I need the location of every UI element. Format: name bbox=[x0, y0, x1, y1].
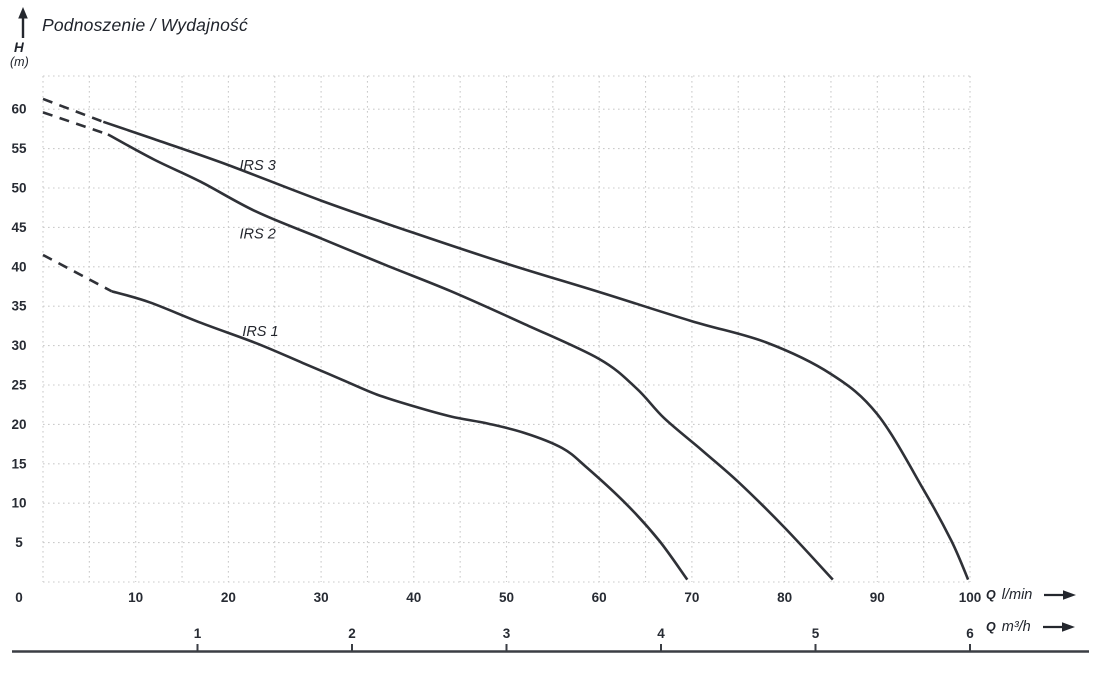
svg-text:55: 55 bbox=[11, 141, 27, 156]
svg-text:35: 35 bbox=[11, 299, 27, 314]
right-arrow-icon bbox=[1042, 622, 1075, 632]
svg-text:20: 20 bbox=[11, 417, 26, 432]
curve-irs-2 bbox=[107, 133, 834, 581]
svg-text:10: 10 bbox=[128, 590, 143, 605]
m3h-unit-label: m³/h bbox=[1001, 619, 1031, 635]
q-symbol: Q bbox=[986, 620, 996, 634]
curve-irs-1-dashed-leadin bbox=[42, 253, 113, 293]
x-tick-labels-lmin: 0 10 20 30 40 50 60 70 80 90 100 bbox=[15, 590, 981, 605]
svg-text:20: 20 bbox=[221, 590, 236, 605]
curve-irs-2-dashed-leadin bbox=[42, 111, 109, 136]
svg-text:4: 4 bbox=[657, 626, 665, 641]
svg-text:3: 3 bbox=[503, 626, 511, 641]
y-axis-unit: (m) bbox=[10, 55, 29, 69]
svg-text:40: 40 bbox=[11, 259, 26, 274]
svg-text:50: 50 bbox=[11, 181, 26, 196]
svg-text:50: 50 bbox=[499, 590, 514, 605]
svg-text:40: 40 bbox=[406, 590, 421, 605]
svg-text:25: 25 bbox=[11, 378, 27, 393]
svg-text:6: 6 bbox=[966, 626, 974, 641]
curve-label-irs-3: IRS 3 bbox=[240, 158, 276, 174]
svg-text:45: 45 bbox=[11, 220, 27, 235]
grid bbox=[42, 75, 971, 583]
svg-text:10: 10 bbox=[11, 496, 26, 511]
svg-text:100: 100 bbox=[959, 590, 982, 605]
svg-text:2: 2 bbox=[348, 626, 356, 641]
curve-irs-1 bbox=[111, 289, 689, 581]
x-tick-labels-m3h: 1 2 3 4 5 6 bbox=[194, 626, 974, 652]
svg-text:30: 30 bbox=[11, 338, 26, 353]
y-tick-labels: 5 10 15 20 25 30 35 40 45 50 55 60 bbox=[11, 102, 27, 550]
svg-text:5: 5 bbox=[15, 535, 23, 550]
x-axis-unit-lmin: Q l/min bbox=[986, 587, 1077, 603]
x-axis-unit-m3h: Q m³/h bbox=[986, 619, 1075, 635]
svg-text:60: 60 bbox=[11, 102, 26, 117]
svg-text:60: 60 bbox=[592, 590, 607, 605]
up-arrow-icon bbox=[18, 7, 28, 38]
svg-text:15: 15 bbox=[11, 456, 27, 471]
svg-text:0: 0 bbox=[15, 590, 23, 605]
chart-title: Podnoszenie / Wydajność bbox=[42, 15, 248, 35]
svg-text:1: 1 bbox=[194, 626, 202, 641]
series-irs-3 bbox=[42, 97, 970, 581]
series-irs-1 bbox=[42, 253, 689, 581]
svg-text:70: 70 bbox=[684, 590, 699, 605]
y-axis-symbol: H bbox=[14, 40, 24, 55]
curve-irs-3-dashed-leadin bbox=[42, 97, 104, 124]
svg-text:30: 30 bbox=[314, 590, 329, 605]
curve-irs-3 bbox=[102, 120, 970, 581]
series-irs-2 bbox=[42, 111, 834, 581]
lmin-unit-label: l/min bbox=[1001, 587, 1033, 603]
svg-text:90: 90 bbox=[870, 590, 885, 605]
right-arrow-icon bbox=[1044, 590, 1077, 600]
q-symbol: Q bbox=[986, 588, 996, 602]
svg-text:80: 80 bbox=[777, 590, 792, 605]
svg-text:5: 5 bbox=[812, 626, 820, 641]
curve-label-irs-1: IRS 1 bbox=[242, 324, 278, 340]
curve-label-irs-2: IRS 2 bbox=[240, 226, 276, 242]
